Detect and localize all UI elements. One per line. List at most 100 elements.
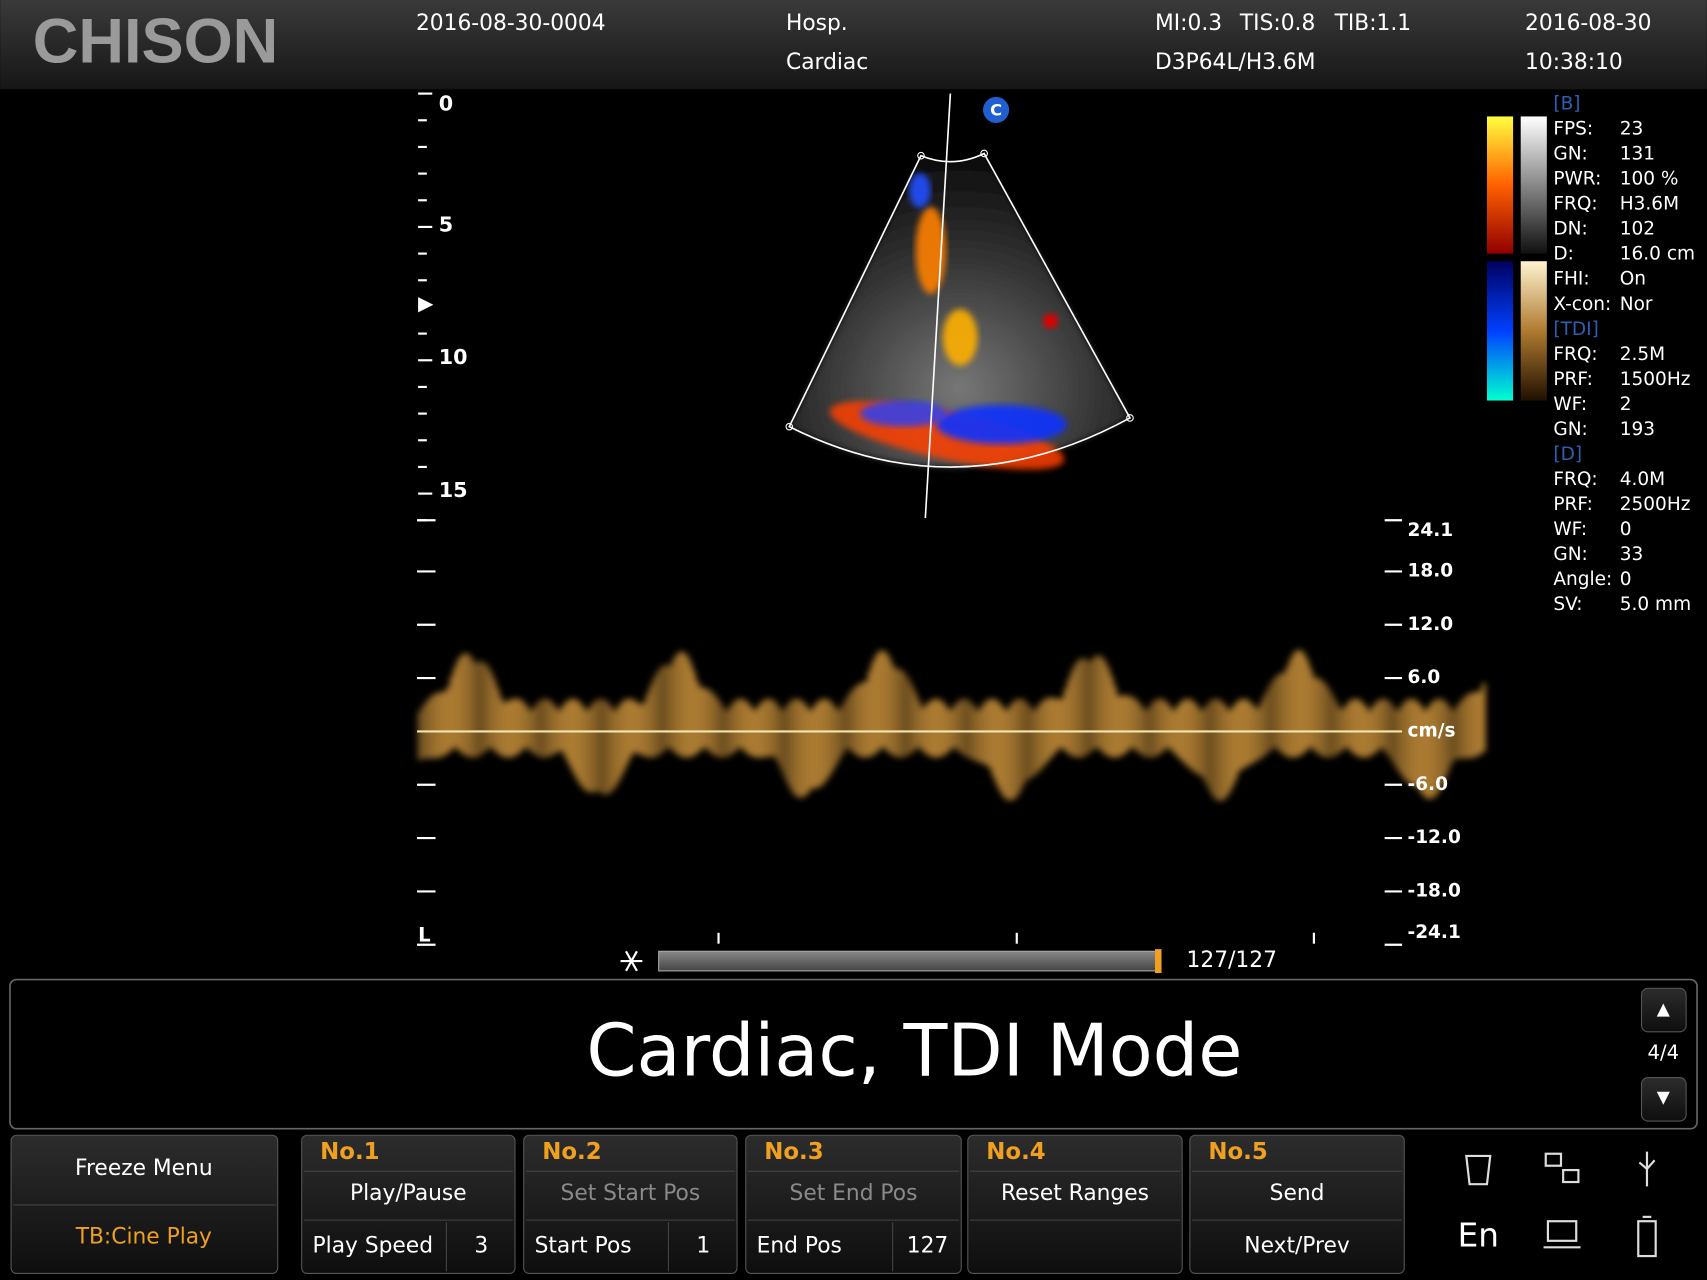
status-icons	[1465, 1151, 1657, 1258]
spectrum-column	[1109, 676, 1114, 758]
key-action[interactable]: Set Start Pos	[561, 1181, 701, 1206]
spectrum-column	[658, 667, 664, 754]
spectrum-column	[1445, 704, 1450, 773]
spectrum-column	[861, 682, 866, 758]
spectrum-column	[932, 698, 938, 758]
spectrum-column	[831, 705, 837, 769]
param-value: 0	[1620, 519, 1632, 540]
spectrum-column	[900, 670, 905, 758]
soft-key[interactable]	[301, 1134, 516, 1275]
spectrum-column	[949, 709, 954, 750]
key-number: No.3	[764, 1139, 823, 1165]
cine-bar[interactable]	[658, 950, 1160, 972]
spectrum-column	[942, 704, 948, 755]
spectrum-column	[1367, 711, 1372, 757]
spectrum-column	[717, 701, 722, 758]
spectrum-column	[1063, 688, 1068, 752]
spectrum-column	[1377, 700, 1382, 750]
time: 10:38:10	[1525, 50, 1623, 75]
spectrum-column	[482, 662, 487, 753]
param-label: GN:	[1553, 419, 1587, 440]
soft-key[interactable]	[523, 1134, 738, 1275]
key-param: Start Pos	[535, 1233, 632, 1258]
page-indicator: 4/4	[1648, 1041, 1680, 1064]
spectrum-column	[1057, 699, 1062, 749]
soft-keys: No.1 Play/Pause Play Speed 3 No.2 Set Start P…	[301, 1134, 1405, 1275]
spectrum-column	[1266, 688, 1271, 753]
spectrum-column	[802, 703, 807, 797]
spectrum-column	[665, 664, 670, 749]
spectrum-column	[691, 670, 696, 756]
spectrum-column	[472, 663, 477, 758]
spectrum-column	[521, 702, 526, 750]
key-param: End Pos	[757, 1233, 842, 1258]
spectrum-column	[642, 701, 647, 757]
depth-label: 10	[439, 345, 468, 369]
soft-key[interactable]	[745, 1134, 962, 1275]
soft-key[interactable]	[967, 1134, 1183, 1275]
spectrum-column	[1034, 708, 1039, 774]
param-value: 2	[1620, 394, 1632, 415]
spectrum-column	[1168, 706, 1173, 749]
spectrum-column	[420, 707, 425, 760]
key-action[interactable]: Reset Ranges	[1001, 1181, 1149, 1206]
spectrum-column	[913, 692, 918, 750]
spectrum-column	[1350, 699, 1356, 753]
spectrum-column	[710, 693, 716, 755]
spectrum-column	[870, 662, 876, 755]
key-value: 3	[474, 1233, 488, 1258]
spectrum-column	[1380, 698, 1385, 748]
spectrum-column	[645, 693, 650, 758]
spectrum-column	[1399, 705, 1405, 776]
spectrum-column	[632, 700, 637, 753]
spectrum-column	[1164, 702, 1170, 748]
spectrum-column	[1396, 709, 1401, 772]
scale-label: 12.0	[1408, 614, 1454, 635]
spectrum-column	[1050, 697, 1055, 756]
spectrum-column	[1011, 702, 1016, 800]
param-label: FHI:	[1553, 269, 1589, 290]
spectrum-column	[1285, 666, 1290, 757]
spectrum-column	[1014, 699, 1019, 797]
param-value: On	[1620, 269, 1646, 290]
spectrum-column	[1079, 658, 1085, 758]
spectrum-column	[609, 707, 615, 792]
spectrum-column	[1141, 709, 1147, 757]
param-value: 16.0 cm	[1620, 244, 1695, 265]
spectrum-column	[622, 700, 628, 769]
spectrum-column	[799, 700, 804, 798]
spectrum-column	[714, 697, 719, 757]
key-action[interactable]: Send	[1270, 1181, 1325, 1206]
spectrum-column	[674, 654, 680, 754]
spectrum-column	[1070, 671, 1075, 756]
mi: MI:0.3	[1155, 11, 1222, 36]
key-param[interactable]: Next/Prev	[1244, 1233, 1350, 1258]
spectrum-column	[1419, 706, 1424, 793]
spectrum-column	[1331, 696, 1336, 757]
language[interactable]: En	[1458, 1217, 1499, 1255]
spectrum-column	[1001, 708, 1006, 797]
spectrum-column	[635, 702, 641, 754]
spectrum-column	[1210, 699, 1215, 796]
spectrum-column	[511, 698, 517, 757]
key-action[interactable]: Set End Pos	[790, 1181, 918, 1206]
orientation-marker: C	[990, 101, 1002, 120]
key-number: No.1	[320, 1139, 379, 1165]
spectrum-column	[1122, 695, 1127, 754]
cine-cursor[interactable]	[1154, 949, 1162, 974]
spectrum-column	[593, 701, 598, 792]
spectrum-column	[795, 698, 801, 797]
key-action[interactable]: Play/Pause	[350, 1181, 467, 1206]
soft-key[interactable]	[1189, 1134, 1405, 1275]
spectrum-column	[1249, 703, 1255, 764]
spectrum-column	[1458, 701, 1464, 759]
spectrum-column	[929, 700, 935, 757]
preset: Cardiac	[786, 50, 868, 75]
spectrum-column	[988, 698, 993, 770]
param-label: SV:	[1553, 594, 1582, 615]
spectrum-column	[462, 653, 468, 756]
spectrum-column	[583, 710, 588, 791]
velocity-scale: 24.1 18.0 12.0 6.0 cm/s -6.0 -12.0 -18.0 -24.1	[417, 519, 1461, 946]
spectrum-column	[1092, 656, 1098, 749]
